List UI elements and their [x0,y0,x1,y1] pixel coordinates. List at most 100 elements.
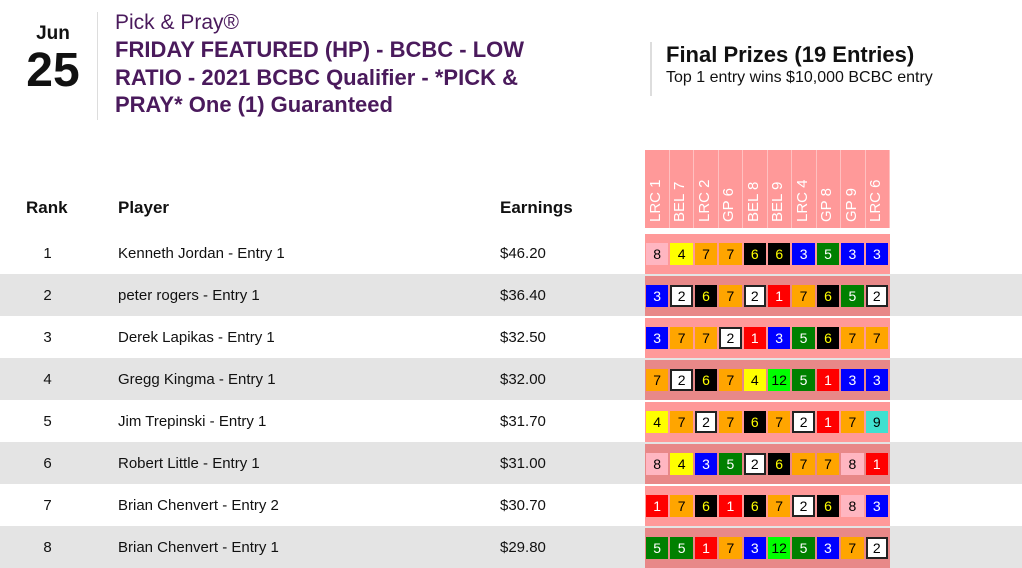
pick-cell: 5 [719,453,742,475]
pick-cell: 7 [816,453,840,475]
pick-cell: 7 [719,243,742,265]
pick-cell: 3 [865,369,888,391]
pick-cell: 5 [841,285,864,307]
earnings-cell: $31.00 [500,455,546,472]
player-name: Jim Trepinski - Entry 1 [118,413,267,430]
rank-cell: 8 [43,539,52,556]
rank-cell: 7 [43,497,52,514]
player-name: Derek Lapikas - Entry 1 [118,329,275,346]
pick-cell: 12 [767,369,791,391]
pick-cell: 8 [841,453,864,475]
rank-cell: 3 [43,329,52,346]
player-name: peter rogers - Entry 1 [118,287,260,304]
earnings-cell: $32.00 [500,371,546,388]
pick-cell: 1 [816,411,840,433]
player-name: Kenneth Jordan - Entry 1 [118,245,285,262]
player-header[interactable]: Player [118,198,170,217]
divider [97,12,98,120]
pick-cell: 5 [670,537,693,559]
pick-cell: 7 [719,537,742,559]
event-date: Jun 25 [18,22,88,96]
race-header: BEL 7 [670,150,694,228]
prizes-subtitle: Top 1 entry wins $10,000 BCBC entry [666,69,933,86]
race-header: LRC 4 [792,150,817,228]
pick-cell: 5 [792,369,815,391]
table-row[interactable]: 8 Brian Chenvert - Entry 1 $29.80 5 5 1 7 3 12 5 3… [0,526,1022,568]
table-row[interactable]: 2 peter rogers - Entry 1 $36.40 3 2 6 7 2 1 7 6 5 2 [0,274,1022,316]
race-label: LRC 1 [646,179,664,222]
pick-cell: 2 [694,411,718,433]
pick-cell: 7 [841,411,864,433]
pick-cell: 2 [743,285,766,307]
table-row[interactable]: 7 Brian Chenvert - Entry 2 $30.70 1 7 6 1 6 7 2 6 8… [0,484,1022,526]
title-line: RATIO - 2021 BCBC Qualifier - *PICK & [115,64,518,90]
pick-cell: 6 [694,285,718,307]
race-label: LRC 2 [695,179,713,222]
race-header: LRC 1 [645,150,670,228]
rank-header[interactable]: Rank [26,198,68,217]
earnings-cell: $46.20 [500,245,546,262]
pick-cell: 3 [816,537,840,559]
pick-cell: 7 [670,327,693,349]
pick-cell: 7 [841,537,864,559]
player-name: Brian Chenvert - Entry 2 [118,497,279,514]
pick-cell: 4 [670,243,693,265]
earnings-cell: $30.70 [500,497,546,514]
pick-cell: 3 [694,453,718,475]
table-row[interactable]: 5 Jim Trepinski - Entry 1 $31.70 4 7 2 7 6 7 2 1 7 9 [0,400,1022,442]
pick-cell: 2 [792,411,815,433]
pick-cell: 3 [646,285,669,307]
table-row[interactable]: 3 Derek Lapikas - Entry 1 $32.50 3 7 7 2 1 3 5 6 7 7 [0,316,1022,358]
pick-cell: 3 [767,327,791,349]
pick-cell: 7 [719,369,742,391]
player-name: Gregg Kingma - Entry 1 [118,371,276,388]
rank-cell: 2 [43,287,52,304]
picks: 5 5 1 7 3 12 5 3 7 2 [645,528,890,568]
race-label: GP 8 [818,188,836,222]
race-label: BEL 8 [744,181,762,222]
leaderboard-table: 1 Kenneth Jordan - Entry 1 $46.20 8 4 7 7 6 6 3 5 3… [0,232,1022,568]
race-label: BEL 7 [671,181,689,222]
pick-cell: 4 [743,369,766,391]
race-header: GP 6 [719,150,743,228]
table-row[interactable]: 6 Robert Little - Entry 1 $31.00 8 4 3 5 2 6 7 7 8 1 [0,442,1022,484]
race-header: GP 9 [841,150,866,228]
pick-cell: 3 [841,243,864,265]
table-row[interactable]: 1 Kenneth Jordan - Entry 1 $46.20 8 4 7 7 6 6 3 5 3… [0,232,1022,274]
pick-cell: 7 [719,411,742,433]
pick-cell: 6 [816,327,840,349]
pick-cell: 1 [865,453,888,475]
pick-cell: 5 [792,537,815,559]
date-month: Jun [36,23,70,44]
race-header: BEL 9 [768,150,792,228]
race-header: GP 8 [817,150,841,228]
title-line: FRIDAY FEATURED (HP) - BCBC - LOW [115,37,525,62]
pick-cell: 8 [646,243,669,265]
pick-cell: 6 [768,243,791,265]
pick-cell: 7 [694,243,718,265]
pick-cell: 3 [743,537,766,559]
pick-cell: 12 [767,537,791,559]
pick-cell: 7 [646,369,669,391]
pick-cell: 3 [865,495,888,517]
pick-cell: 2 [670,369,693,391]
pick-cell: 2 [670,285,693,307]
table-row[interactable]: 4 Gregg Kingma - Entry 1 $32.00 7 2 6 7 4 12 5 1 3 3 [0,358,1022,400]
pick-cell: 7 [670,495,693,517]
pick-cell: 7 [841,327,864,349]
race-label: BEL 9 [769,181,787,222]
pick-cell: 6 [767,453,791,475]
race-label: LRC 6 [867,179,885,222]
pick-cell: 6 [743,495,766,517]
pick-cell: 9 [865,411,888,433]
earnings-header[interactable]: Earnings [500,198,573,217]
pick-cell: 7 [767,495,791,517]
pick-cell: 1 [767,285,791,307]
prizes-heading: Final Prizes (19 Entries) [666,42,915,67]
pick-cell: 5 [646,537,669,559]
race-header: LRC 6 [866,150,890,228]
contest-title: Pick & Pray® FRIDAY FEATURED (HP) - BCBC… [115,9,524,119]
pick-cell: 1 [646,495,669,517]
pick-cell: 4 [646,411,669,433]
